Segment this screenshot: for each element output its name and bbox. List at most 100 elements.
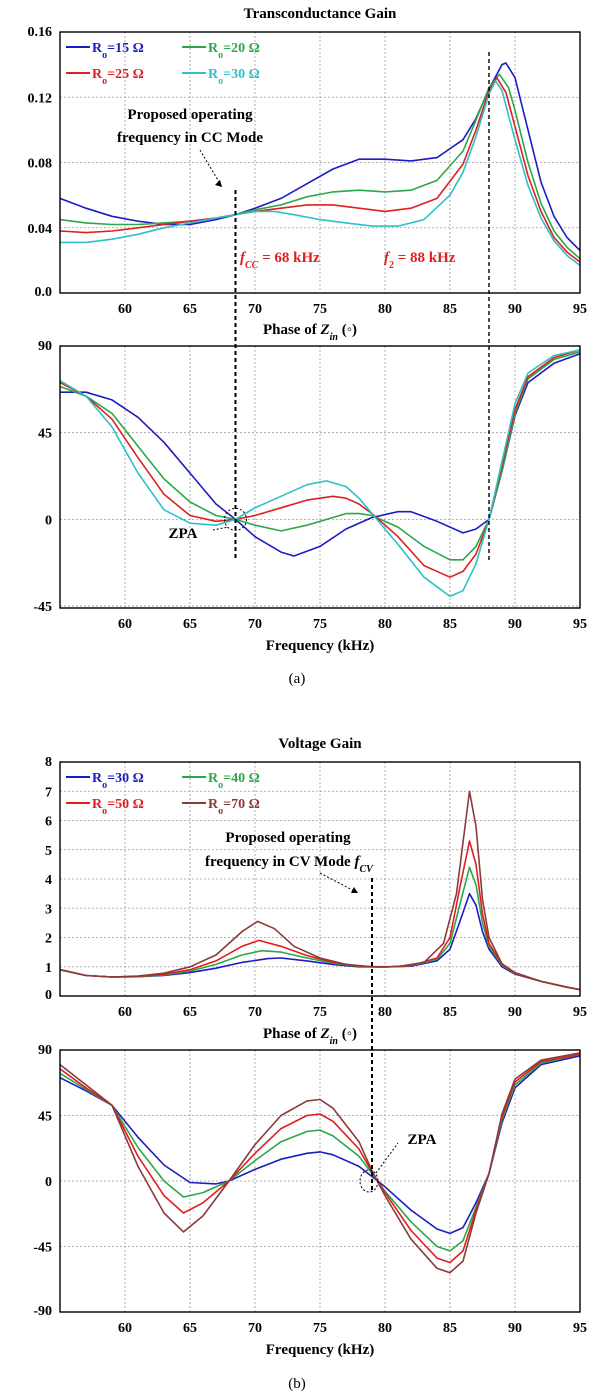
y-tick-label: 0.12 (28, 91, 53, 106)
y-tick-label: 1 (45, 961, 52, 976)
x-tick-label: 95 (573, 1005, 587, 1020)
x-tick-label: 80 (378, 1005, 392, 1020)
legend-entry: Ro=25 Ω (92, 67, 144, 87)
plot-frame (59, 761, 581, 997)
series-line (59, 790, 581, 991)
x-tick-label: 90 (508, 1005, 522, 1020)
zpa-label: ZPA (408, 1132, 437, 1148)
x-tick-label: 80 (378, 1321, 392, 1336)
x-tick-label: 60 (118, 302, 132, 317)
x-tick-label: 85 (443, 1005, 457, 1020)
plot-frame (59, 1049, 581, 1313)
y-tick-label: 0.16 (28, 25, 53, 40)
series-line (59, 62, 581, 252)
chart-title: Phase of Zin (◦) (263, 322, 357, 343)
zpa-circle (359, 1169, 379, 1193)
y-tick-label: 3 (45, 902, 52, 917)
plot-frame (59, 345, 581, 609)
y-tick-label: -90 (33, 1304, 52, 1319)
series-line (59, 1052, 581, 1274)
y-tick-label: 0.0 (35, 285, 53, 300)
y-tick-label: 0 (45, 513, 52, 528)
legend-entry: Ro=70 Ω (208, 797, 260, 817)
legend-entry: Ro=30 Ω (208, 67, 260, 87)
x-tick-label: 65 (183, 302, 197, 317)
x-axis-label: Frequency (kHz) (266, 638, 374, 654)
y-tick-label: 7 (45, 785, 52, 800)
series-line (59, 73, 581, 260)
x-tick-label: 75 (313, 1005, 327, 1020)
x-tick-label: 90 (508, 617, 522, 632)
x-tick-label: 70 (248, 617, 262, 632)
proposed-cv-label: Proposed operating (225, 830, 351, 846)
y-tick-label: 45 (38, 427, 52, 442)
chart-title: Voltage Gain (278, 736, 362, 752)
caption-a: (a) (289, 671, 306, 687)
y-tick-label: 0 (45, 1175, 52, 1190)
caption-b: (b) (288, 1376, 306, 1392)
fcc-label: fCC = 68 kHz (240, 250, 320, 271)
y-tick-label: 90 (38, 1043, 52, 1058)
x-tick-label: 80 (378, 302, 392, 317)
y-tick-label: 2 (45, 932, 52, 947)
series-line (60, 80, 581, 266)
zpa-pointer (212, 526, 227, 531)
series-line (59, 351, 581, 561)
x-tick-label: 70 (248, 1321, 262, 1336)
y-tick-label: 0.04 (28, 222, 53, 237)
legend-entry: Ro=15 Ω (92, 41, 144, 61)
f2-label: f2 = 88 kHz (384, 250, 456, 271)
x-tick-label: 65 (183, 1321, 197, 1336)
x-tick-label: 75 (313, 302, 327, 317)
x-tick-label: 90 (508, 1321, 522, 1336)
proposed-cv-arrow (319, 872, 359, 894)
x-tick-label: 65 (183, 617, 197, 632)
proposed-cc-arrowhead (215, 180, 222, 187)
x-tick-label: 90 (508, 302, 522, 317)
y-tick-label: 4 (45, 873, 52, 888)
y-tick-label: 45 (38, 1110, 52, 1125)
legend-entry: Ro=20 Ω (208, 41, 260, 61)
x-tick-label: 70 (248, 1005, 262, 1020)
x-tick-label: 60 (118, 617, 132, 632)
zpa-label: ZPA (169, 526, 198, 542)
x-axis-label: Frequency (kHz) (266, 1342, 374, 1358)
y-tick-label: -45 (33, 1241, 52, 1256)
x-tick-label: 85 (443, 617, 457, 632)
chart-title: Transconductance Gain (244, 6, 397, 22)
zpa-circle (224, 507, 247, 531)
proposed-cc-label: frequency in CC Mode (117, 130, 263, 146)
y-tick-label: 0 (45, 988, 52, 1003)
x-tick-label: 60 (118, 1321, 132, 1336)
x-tick-label: 65 (183, 1005, 197, 1020)
x-tick-label: 60 (118, 1005, 132, 1020)
x-tick-label: 75 (313, 617, 327, 632)
x-tick-label: 85 (443, 1321, 457, 1336)
chart-title: Phase of Zin (◦) (263, 1026, 357, 1047)
x-tick-label: 85 (443, 302, 457, 317)
x-tick-label: 95 (573, 1321, 587, 1336)
y-tick-label: 6 (45, 815, 52, 830)
plot-frame (59, 31, 581, 294)
proposed-cc-arrow (199, 149, 223, 188)
legend-entry: Ro=30 Ω (92, 771, 144, 791)
legend-entry: Ro=40 Ω (208, 771, 260, 791)
y-tick-label: 5 (45, 844, 52, 859)
proposed-cc-label: Proposed operating (127, 107, 253, 123)
x-tick-label: 95 (573, 617, 587, 632)
proposed-cv-arrowhead (351, 887, 358, 893)
y-tick-label: -45 (33, 600, 52, 615)
zpa-pointer (375, 1142, 399, 1174)
x-tick-label: 75 (313, 1321, 327, 1336)
y-tick-label: 90 (38, 339, 52, 354)
x-tick-label: 95 (573, 302, 587, 317)
y-tick-label: 0.08 (28, 157, 53, 172)
x-tick-label: 80 (378, 617, 392, 632)
x-tick-label: 70 (248, 302, 262, 317)
y-tick-label: 8 (45, 755, 52, 770)
legend-entry: Ro=50 Ω (92, 797, 144, 817)
proposed-cv-label: frequency in CV Mode fCV (205, 854, 374, 875)
series-line (59, 76, 581, 263)
series-line (59, 349, 581, 598)
